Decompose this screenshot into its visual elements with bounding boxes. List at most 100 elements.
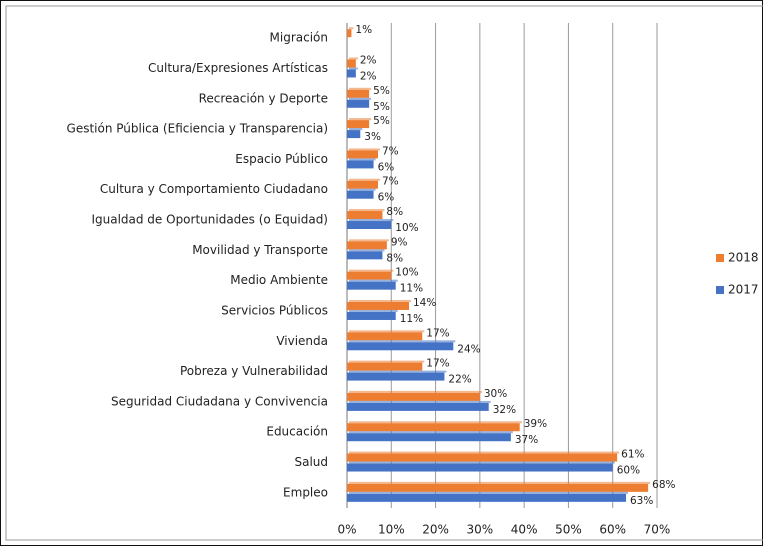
bar-top: [349, 209, 385, 212]
bar: [347, 372, 445, 381]
data-label: 24%: [457, 343, 480, 355]
legend-label: 2017: [728, 283, 759, 297]
data-label: 37%: [515, 434, 538, 446]
data-label: 6%: [378, 192, 395, 204]
bar-top: [349, 390, 482, 393]
bar-top: [349, 481, 651, 484]
bar-top: [349, 451, 620, 454]
bar: [347, 332, 423, 341]
data-label: 8%: [386, 206, 403, 218]
bar: [347, 130, 361, 139]
bar: [347, 311, 396, 320]
y-tick-label: Educación: [266, 425, 328, 439]
data-label: 1%: [355, 24, 372, 36]
x-tick-label: 40%: [511, 523, 538, 537]
bar: [347, 211, 383, 220]
chart-area: [5, 5, 763, 541]
data-label: 9%: [391, 236, 408, 248]
data-label: 7%: [382, 176, 399, 188]
data-label: 5%: [373, 101, 390, 113]
legend-marker: [716, 286, 724, 294]
bar: [347, 301, 409, 310]
bar-top: [349, 158, 376, 161]
bar-top: [349, 279, 398, 282]
data-label: 17%: [426, 358, 449, 370]
bar: [347, 150, 378, 159]
data-label: 11%: [400, 283, 423, 295]
data-label: 2%: [360, 54, 377, 66]
data-label: 11%: [400, 313, 423, 325]
bar-top: [349, 249, 385, 252]
bar-top: [349, 118, 372, 121]
bar: [347, 120, 370, 129]
bar-top: [349, 178, 380, 181]
bar: [347, 342, 454, 351]
bar-top: [349, 97, 372, 100]
x-tick-label: 20%: [422, 523, 449, 537]
x-tick-label: 50%: [555, 523, 582, 537]
y-tick-label: Movilidad y Transporte: [192, 243, 328, 257]
data-label: 22%: [448, 374, 471, 386]
data-label: 10%: [395, 222, 418, 234]
data-label: 8%: [386, 252, 403, 264]
bar: [347, 190, 374, 199]
data-label: 61%: [621, 449, 644, 461]
bar-top: [349, 360, 425, 363]
data-label: 68%: [652, 479, 675, 491]
bar-top: [349, 491, 628, 494]
data-label: 5%: [373, 115, 390, 127]
bar: [347, 221, 392, 230]
y-tick-label: Vivienda: [276, 334, 328, 348]
bar-top: [349, 370, 447, 373]
bar: [347, 463, 613, 472]
bar-top: [349, 330, 425, 333]
y-tick-label: Servicios Públicos: [221, 303, 328, 317]
bar-top: [349, 188, 376, 191]
bar-top: [349, 400, 491, 403]
bar: [347, 180, 378, 189]
bar-top: [349, 87, 372, 90]
bar-top: [349, 67, 358, 70]
data-label: 7%: [382, 145, 399, 157]
bar: [347, 251, 383, 260]
data-label: 17%: [426, 327, 449, 339]
bar: [347, 453, 618, 462]
bar-top: [349, 27, 354, 30]
y-tick-label: Medio Ambiente: [230, 273, 328, 287]
bar: [347, 433, 511, 442]
y-tick-label: Seguridad Ciudadana y Convivencia: [111, 394, 328, 408]
bar-top: [349, 219, 394, 222]
bar-top: [349, 299, 411, 302]
bar-top: [349, 128, 363, 131]
bar: [347, 281, 396, 290]
data-label: 60%: [617, 465, 640, 477]
x-tick-label: 10%: [378, 523, 405, 537]
data-label: 39%: [524, 418, 547, 430]
bar: [347, 29, 352, 38]
bar: [347, 241, 387, 250]
bar: [347, 271, 392, 280]
x-tick-label: 70%: [644, 523, 671, 537]
bar-top: [349, 421, 522, 424]
data-label: 3%: [364, 131, 381, 143]
data-label: 5%: [373, 85, 390, 97]
bar: [347, 423, 520, 432]
data-label: 32%: [493, 404, 516, 416]
bar: [347, 402, 489, 411]
y-tick-label: Salud: [294, 455, 328, 469]
bar: [347, 493, 626, 502]
bar: [347, 89, 370, 98]
bar: [347, 160, 374, 169]
bar: [347, 59, 356, 68]
data-label: 10%: [395, 267, 418, 279]
data-label: 14%: [413, 297, 436, 309]
bar-top: [349, 269, 394, 272]
bar-top: [349, 239, 389, 242]
y-tick-label: Espacio Público: [235, 152, 328, 166]
y-tick-label: Cultura/Expresiones Artísticas: [148, 61, 328, 75]
data-label: 63%: [630, 495, 653, 507]
y-tick-label: Recreación y Deporte: [199, 91, 328, 105]
y-tick-label: Gestión Pública (Eficiencia y Transparen…: [67, 122, 328, 136]
bar-top: [349, 148, 380, 151]
